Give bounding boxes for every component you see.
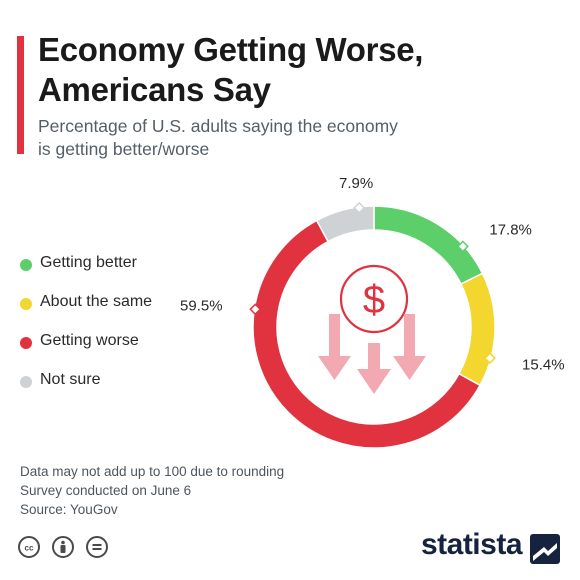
legend-dot-better (20, 259, 32, 271)
legend-label-same: About the same (40, 293, 153, 310)
legend-label-not-sure: Not sure (40, 371, 101, 388)
legend-dot-same (20, 298, 32, 310)
legend-dot-worse (20, 337, 32, 349)
legend-label-worse: Getting worse (40, 332, 139, 349)
slice-marker-same (483, 352, 496, 365)
footnote-source: Source: YouGov (20, 502, 118, 517)
donut-slice-same (457, 272, 496, 387)
cc-icon[interactable]: cc (18, 536, 40, 558)
donut-slice-worse (252, 219, 482, 449)
slice-label-same: 15.4% (522, 357, 565, 374)
dollar-down-arrows-icon: $ (318, 264, 426, 394)
slice-label-not-sure: 7.9% (339, 175, 373, 192)
chart-subtitle: Percentage of U.S. adults saying the eco… (38, 116, 398, 159)
accent-bar (17, 36, 24, 154)
slice-label-worse: 59.5% (180, 298, 223, 315)
slice-marker-worse (249, 303, 262, 316)
footnote-rounding: Data may not add up to 100 due to roundi… (20, 464, 285, 479)
slice-labels: 17.8% 15.4% 59.5% 7.9% (180, 175, 565, 373)
slice-marker-not-sure (353, 201, 366, 214)
no-derivatives-icon[interactable] (86, 536, 108, 558)
legend-dot-not-sure (20, 376, 32, 388)
footnotes: Data may not add up to 100 due to roundi… (20, 462, 284, 519)
statista-logo[interactable]: statista (420, 528, 523, 561)
legend-label-better: Getting better (40, 254, 137, 271)
chart-title: Economy Getting Worse, Americans Say (38, 31, 424, 108)
statista-logo-mark-icon (530, 534, 560, 564)
svg-text:$: $ (363, 278, 385, 322)
footnote-survey-date: Survey conducted on June 6 (20, 483, 192, 498)
slice-marker-better (456, 240, 469, 253)
donut-slice-not-sure (315, 205, 375, 243)
attribution-icon[interactable] (52, 536, 74, 558)
slice-label-better: 17.8% (489, 222, 532, 239)
donut-segments (252, 205, 496, 449)
donut-chart: 17.8% 15.4% 59.5% 7.9% $ (180, 175, 565, 449)
svg-text:cc: cc (25, 544, 34, 553)
